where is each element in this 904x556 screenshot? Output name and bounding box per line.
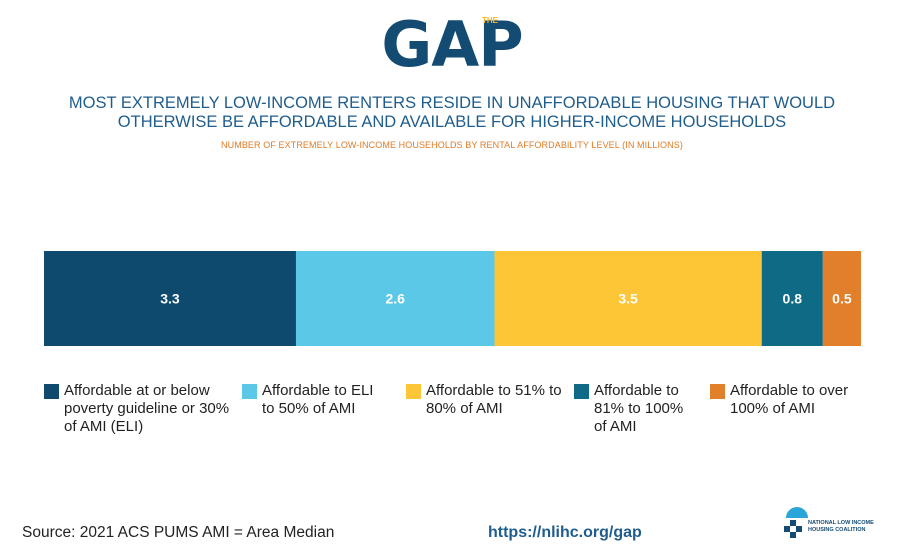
- legend-swatch-over100: [710, 384, 725, 399]
- legend-label-80: Affordable to 51% to 80% of AMI: [426, 382, 562, 417]
- nlihc-line1: NATIONAL LOW INCOME: [808, 520, 874, 526]
- legend-label-100: Affordable to 81% to 100% of AMI: [594, 382, 684, 435]
- chart-subtitle: NUMBER OF EXTREMELY LOW-INCOME HOUSEHOLD…: [221, 140, 683, 150]
- gap-url-link[interactable]: https://nlihc.org/gap: [488, 524, 642, 541]
- nlihc-line2: HOUSING COALITION: [808, 527, 866, 533]
- legend-swatch-100: [574, 384, 589, 399]
- legend-swatch-eli: [44, 384, 59, 399]
- logo-gap-text: GAP: [381, 8, 523, 81]
- bar-value-label-1: 2.6: [385, 291, 405, 307]
- nlihc-house-icon: [784, 507, 808, 538]
- bar-value-label-4: 0.5: [832, 291, 852, 307]
- bar-segment-4: [822, 251, 861, 346]
- legend-label-over100: Affordable to over 100% of AMI: [730, 382, 849, 417]
- legend-label-eli: Affordable at or below poverty guideline…: [64, 382, 230, 435]
- logo-the-text: THE: [482, 16, 498, 25]
- legend: Affordable at or below poverty guideline…: [44, 382, 874, 452]
- legend-label-50: Affordable to ELI to 50% of AMI: [262, 382, 374, 417]
- nlihc-wordmark: NATIONAL LOW INCOME HOUSING COALITION: [808, 520, 892, 534]
- bar-segment-0: [44, 251, 296, 346]
- bar-value-label-0: 3.3: [160, 291, 180, 307]
- gap-logo: THE GAP: [0, 10, 904, 80]
- source-note: Source: 2021 ACS PUMS AMI = Area Median: [22, 524, 335, 541]
- bar-value-label-3: 0.8: [783, 291, 803, 307]
- bar-segment-1: [295, 251, 495, 346]
- nlihc-logo: NATIONAL LOW INCOME HOUSING COALITION: [782, 500, 892, 546]
- bar-segment-3: [761, 251, 823, 346]
- legend-swatch-80: [406, 384, 421, 399]
- bar-segment-2: [494, 251, 762, 346]
- bar-value-label-2: 3.5: [618, 291, 638, 307]
- chart-title: MOST EXTREMELY LOW-INCOME RENTERS RESIDE…: [68, 94, 836, 131]
- legend-swatch-50: [242, 384, 257, 399]
